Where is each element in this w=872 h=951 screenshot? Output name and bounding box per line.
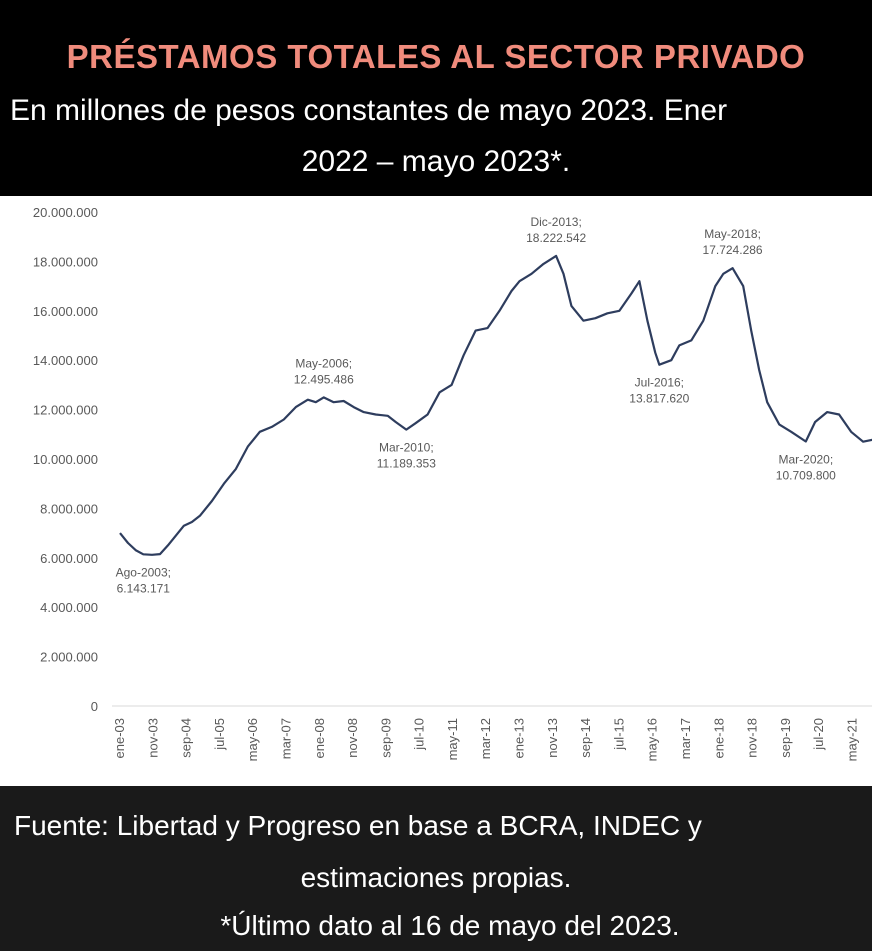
data-label: Dic-2013; xyxy=(530,215,581,229)
y-tick-label: 10.000.000 xyxy=(33,452,98,467)
source-line1: Fuente: Libertad y Progreso en base a BC… xyxy=(14,810,702,841)
x-tick-label: mar-12 xyxy=(478,718,493,759)
y-tick-label: 0 xyxy=(91,699,98,714)
x-tick-label: sep-09 xyxy=(378,718,393,758)
x-tick-label: ene-08 xyxy=(312,718,327,758)
source-line2: estimaciones propias. xyxy=(300,862,572,893)
x-tick-label: ene-13 xyxy=(512,718,527,758)
y-tick-label: 4.000.000 xyxy=(40,600,98,615)
y-tick-label: 18.000.000 xyxy=(33,254,98,269)
chart-header: PRÉSTAMOS TOTALES AL SECTOR PRIVADO En m… xyxy=(0,0,872,196)
data-label: May-2018; xyxy=(704,227,761,241)
y-tick-label: 14.000.000 xyxy=(33,353,98,368)
x-tick-label: may-21 xyxy=(844,718,859,761)
x-tick-label: jul-20 xyxy=(811,718,826,751)
x-tick-label: nov-08 xyxy=(345,718,360,758)
data-label: May-2006; xyxy=(295,356,352,370)
y-tick-label: 12.000.000 xyxy=(33,403,98,418)
chart-subtitle-line1: En millones de pesos constantes de mayo … xyxy=(10,94,728,127)
x-tick-label: jul-15 xyxy=(611,718,626,751)
chart-plot-area: 0 2.000.000 4.000.000 6.000.000 8.000.000 10.… xyxy=(0,196,872,786)
x-tick-label: nov-18 xyxy=(745,718,760,758)
x-tick-label: may-16 xyxy=(645,718,660,761)
x-tick-label: jul-10 xyxy=(412,718,427,751)
series-line xyxy=(119,254,872,556)
x-tick-label: mar-07 xyxy=(278,718,293,759)
data-label: 17.724.286 xyxy=(703,243,763,257)
x-tick-label: may-11 xyxy=(445,718,460,760)
x-tick-label: mar-17 xyxy=(678,718,693,759)
data-label: 11.189.353 xyxy=(377,457,436,471)
x-tick-label: sep-04 xyxy=(179,718,194,758)
chart-title: PRÉSTAMOS TOTALES AL SECTOR PRIVADO xyxy=(66,38,806,75)
chart-footer: Fuente: Libertad y Progreso en base a BC… xyxy=(0,786,872,951)
y-tick-label: 2.000.000 xyxy=(40,650,98,665)
data-label: Mar-2010; xyxy=(379,441,434,455)
x-tick-label: jul-05 xyxy=(212,718,227,751)
x-tick-label: nov-03 xyxy=(145,718,160,758)
x-tick-label: sep-19 xyxy=(778,718,793,758)
y-tick-label: 20.000.000 xyxy=(33,205,98,220)
data-label: Mar-2020; xyxy=(778,452,833,466)
x-tick-label: ene-18 xyxy=(711,718,726,758)
data-label: 6.143.171 xyxy=(117,581,171,595)
data-label: 10.709.800 xyxy=(776,468,836,482)
data-label: 18.222.542 xyxy=(526,231,586,245)
y-tick-label: 6.000.000 xyxy=(40,551,98,566)
x-tick-label: may-06 xyxy=(245,718,260,761)
data-label: 12.495.486 xyxy=(294,372,354,386)
line-chart: 0 2.000.000 4.000.000 6.000.000 8.000.000 10.… xyxy=(33,205,872,761)
y-tick-label: 8.000.000 xyxy=(40,501,98,516)
x-tick-label: ene-03 xyxy=(112,718,127,758)
data-label: 13.817.620 xyxy=(629,392,689,406)
data-label: Jul-2016; xyxy=(635,376,684,390)
footnote: *Último dato al 16 de mayo del 2023. xyxy=(220,910,680,941)
y-tick-label: 16.000.000 xyxy=(33,304,98,319)
x-tick-label: sep-14 xyxy=(578,718,593,758)
data-label: Ago-2003; xyxy=(116,565,171,579)
chart-subtitle-line2: 2022 – mayo 2023*. xyxy=(301,145,571,178)
x-tick-label: nov-13 xyxy=(545,718,560,758)
